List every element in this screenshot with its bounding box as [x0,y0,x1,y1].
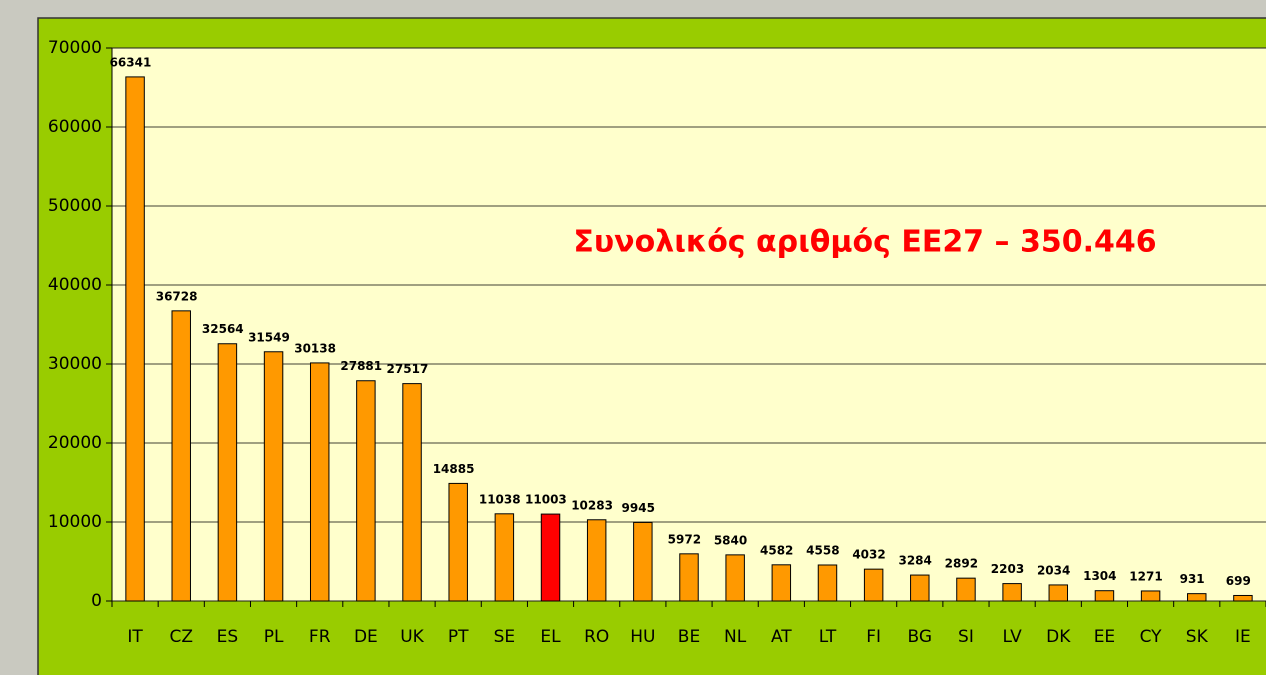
x-tick-label: AT [771,627,792,647]
x-tick-label: SI [958,627,974,647]
data-label: 4582 [760,543,793,557]
data-label: 36728 [156,289,198,303]
bar [263,351,284,602]
bar [586,519,607,602]
bar [679,553,699,602]
y-tick-label: 40000 [48,275,102,295]
data-label: 32564 [202,322,244,336]
data-label: 27517 [387,362,429,376]
grid: 0 10000 20000 30000 40000 50000 60000 70000 [48,38,1266,611]
bar [1048,584,1069,602]
bar [725,554,745,602]
y-tick-label: 30000 [48,354,102,374]
x-tick-label: HU [630,627,655,647]
data-label: 5972 [668,532,701,546]
bar [633,521,653,602]
y-tick-label: 60000 [48,117,102,137]
x-tick-label: DK [1046,627,1071,647]
bar [1094,590,1115,602]
x-tick-label: PT [448,627,469,647]
data-label: 2892 [945,557,978,571]
data-label: 10283 [571,498,613,512]
y-tick-label: 70000 [48,38,102,58]
bar [1002,583,1022,602]
data-label: 30138 [294,341,336,355]
y-tick-label: 0 [91,591,102,611]
x-tick-label: CY [1140,627,1163,647]
x-tick-label: BG [908,627,933,647]
bar [540,513,561,602]
x-tick-label: LT [819,627,837,647]
x-tick-label: IE [1235,627,1251,647]
plot-area [111,47,1266,602]
data-label: 4558 [806,543,839,557]
data-label: 2034 [1037,563,1070,577]
data-label: 11003 [525,493,567,507]
data-label: 3284 [898,554,931,568]
bar [910,574,930,602]
data-label: 9945 [622,501,655,515]
x-tick-label: EE [1094,627,1115,647]
x-tick-label: PL [264,627,284,647]
bar [217,343,238,602]
data-label: 27881 [340,359,382,373]
bar [771,564,792,602]
y-tick-label: 10000 [48,512,102,532]
data-label: 699 [1226,574,1251,588]
data-label: 66341 [110,55,152,69]
bar [1140,590,1161,602]
data-label: 1271 [1129,569,1162,583]
x-tick-label: FI [866,627,881,647]
bar [171,310,191,602]
bar [817,564,838,602]
bar [956,577,976,602]
x-tick-label: SK [1186,627,1209,647]
data-label: 11038 [479,492,521,506]
bar [863,568,884,602]
x-tick-label: ES [217,627,239,647]
data-label: 4032 [852,548,885,562]
bar [1187,593,1207,602]
data-label: 931 [1180,572,1205,586]
x-tick-label: UK [400,627,424,647]
bar [448,482,468,602]
bar [402,383,422,602]
data-label: 2203 [991,562,1024,576]
x-tick-label: FR [309,627,331,647]
bar [494,513,515,602]
annotation: Συνολικός αριθμός ΕΕ27 – 350.446 [573,225,1156,260]
data-label: 1304 [1083,569,1116,583]
y-tick-label: 20000 [48,433,102,453]
bars: IT 66341 CZ 36728 ES 32564 PL 31549 FR 30138 DE 278… [110,55,1253,647]
bar [309,362,330,602]
x-tick-label: SE [494,627,516,647]
x-tick-label: BE [678,627,700,647]
x-tick-label: DE [354,627,378,647]
x-tick-label: CZ [169,627,193,647]
bar [1233,594,1253,602]
x-tick-label: EL [540,627,561,647]
bar [356,380,376,602]
data-label: 31549 [248,330,290,344]
x-tick-label: IT [127,627,143,647]
data-label: 5840 [714,533,747,547]
x-tick-label: NL [724,627,747,647]
bar [125,76,145,602]
y-tick-label: 50000 [48,196,102,216]
x-tick-label: RO [584,627,609,647]
x-tick-label: LV [1003,627,1023,647]
data-label: 14885 [433,462,475,476]
